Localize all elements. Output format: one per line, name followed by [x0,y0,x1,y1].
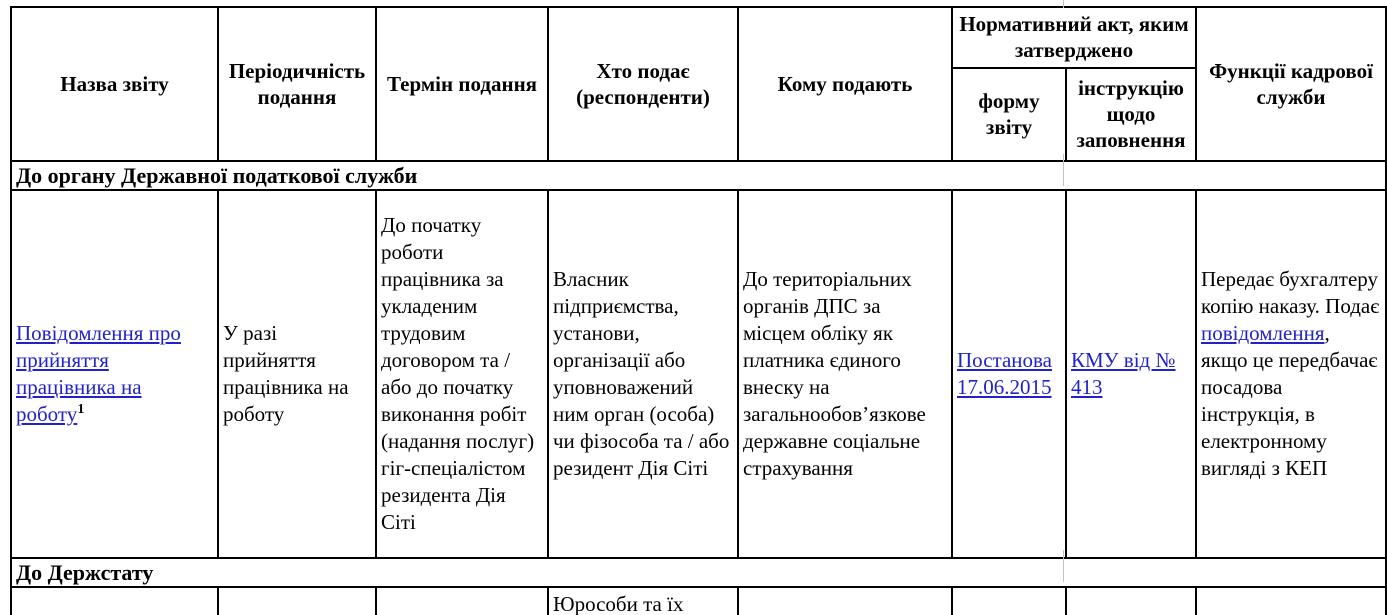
page-artifact-line [1063,0,1064,8]
cell-hr-functions: Передає бухгалтеру копію наказу. Подає п… [1195,189,1387,559]
section-title-tax-service: До органу Державної податкової служби [10,160,1387,191]
page-artifact-line [1063,154,1064,186]
footnote-marker: 1 [77,402,85,417]
report-name-link[interactable]: Повідомлення про прийняття працівника на… [16,321,181,426]
header-to-whom: Кому подають [737,6,953,162]
header-normative-act-group: Нормативний акт, яким затверджено [951,6,1197,69]
section-row-derzhstat: До Держстату [10,557,1387,588]
cell-instruction-empty [1065,586,1197,615]
notification-link[interactable]: повідомлення [1201,321,1325,345]
cell-who-submits: Власник підприємства, установи, організа… [547,189,739,559]
header-periodicity: Періодичність подання [217,6,377,162]
cell-term: До початку роботи працівника за укладени… [375,189,549,559]
cell-report-name: Повідомлення про прийняття працівника на… [10,189,219,559]
header-term: Термін подання [375,6,549,162]
page-artifact-line [1063,550,1064,582]
cell-who-submits-partial: Юрособи та їх [547,586,739,615]
cell-to-whom-empty [737,586,953,615]
cell-report-name-empty [10,586,219,615]
header-report-form: форму звіту [951,66,1067,163]
cell-term-empty [375,586,549,615]
section-title-derzhstat: До Держстату [10,557,1387,588]
cell-to-whom: До територіальних органів ДПС за місцем … [737,189,953,559]
reports-table: Назва звіту Періодичність подання Термін… [10,6,1387,615]
cell-periodicity-empty [217,586,377,615]
table-row-partial: Юрособи та їх [10,586,1387,615]
header-row-top: Назва звіту Періодичність подання Термін… [10,6,1387,162]
cell-hr-functions-empty [1195,586,1387,615]
instruction-link[interactable]: КМУ від № 413 [1071,348,1176,399]
cell-instruction: КМУ від № 413 [1065,189,1197,559]
cell-periodicity: У разі прийняття працівника на роботу [217,189,377,559]
header-who-submits: Хто подає (респонденти) [547,6,739,162]
hr-functions-text-prefix: Передає бухгалтеру копію наказу. Подає [1201,267,1380,318]
section-row-tax-service: До органу Державної податкової служби [10,160,1387,191]
cell-report-form: Постанова 17.06.2015 [951,189,1067,559]
header-row-sub: форму звіту інструкцію щодо заповнення [11,66,1386,163]
header-instruction: інструкцію щодо заповнення [1065,66,1197,163]
hr-functions-text-suffix: , якщо це передбачає посадова інструкція… [1201,321,1378,480]
header-hr-functions: Функції кадрової служби [1195,6,1387,162]
table-row: Повідомлення про прийняття працівника на… [10,189,1387,559]
cell-report-form-empty [951,586,1067,615]
report-form-link[interactable]: Постанова 17.06.2015 [957,348,1052,399]
header-report-name: Назва звіту [10,6,219,162]
